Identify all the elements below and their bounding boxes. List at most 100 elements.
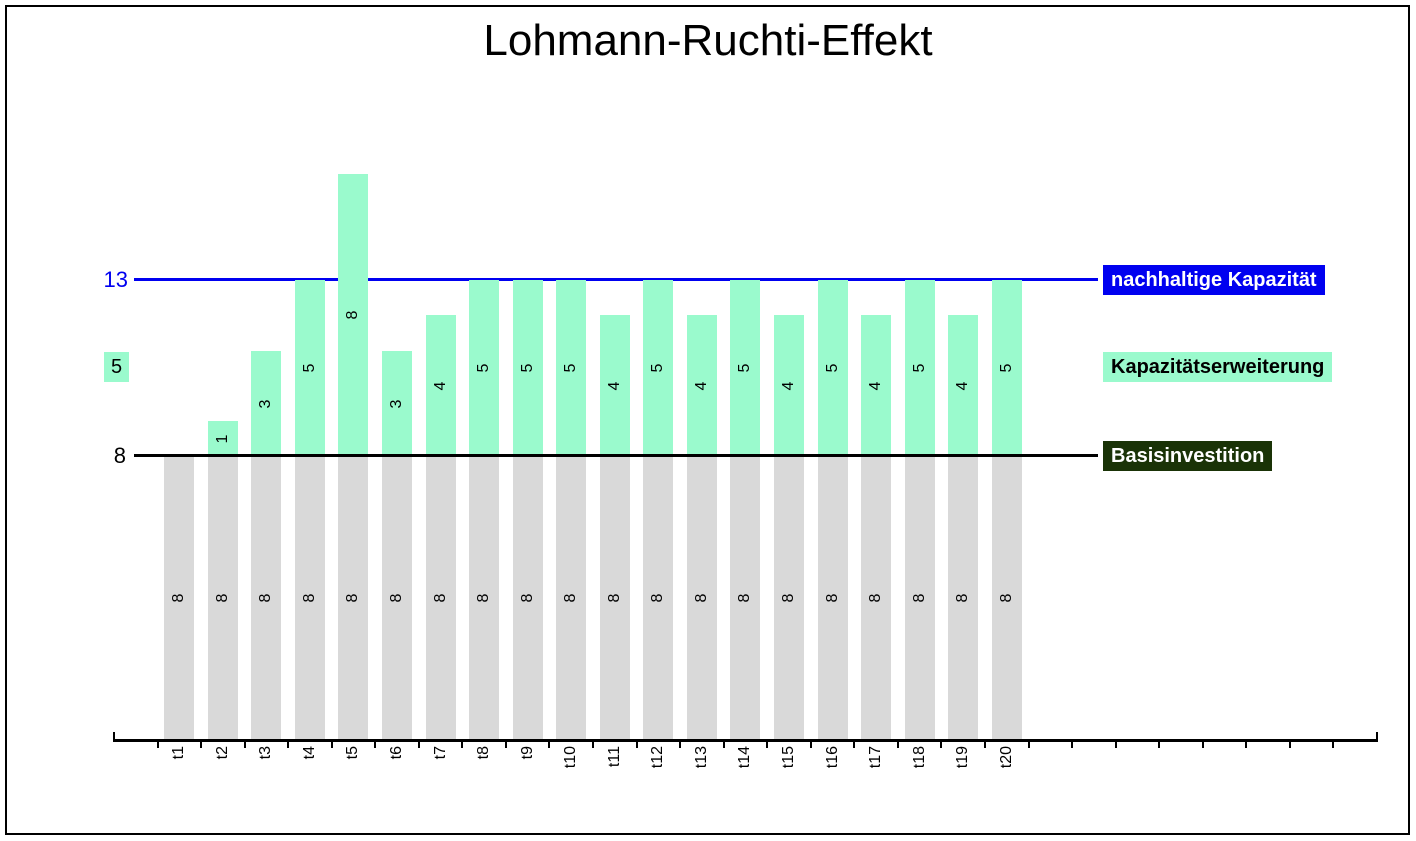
x-axis-label: t13 bbox=[692, 746, 710, 769]
base-bar bbox=[512, 456, 543, 739]
x-axis-tick bbox=[722, 740, 725, 748]
expansion-bar bbox=[904, 279, 935, 457]
expansion-bar bbox=[382, 350, 413, 457]
expansion-bar-label: 4 bbox=[954, 381, 972, 391]
x-axis-line bbox=[113, 739, 1378, 742]
chart-border bbox=[5, 5, 1410, 835]
x-axis-label: t12 bbox=[649, 746, 667, 769]
expansion-bar bbox=[556, 279, 587, 457]
base-bar-label: 8 bbox=[779, 593, 797, 603]
expansion-bar-label: 3 bbox=[257, 399, 275, 409]
chart-title: Lohmann-Ruchti-Effekt bbox=[483, 16, 933, 65]
x-axis-tick bbox=[896, 740, 899, 748]
x-axis-label: t8 bbox=[475, 746, 493, 760]
x-axis-tick bbox=[1332, 740, 1335, 748]
base-bar-label: 8 bbox=[910, 593, 928, 603]
x-axis-label: t14 bbox=[736, 746, 754, 769]
base-bar bbox=[817, 456, 848, 739]
x-axis-label: t15 bbox=[779, 746, 797, 769]
x-axis-tick bbox=[200, 740, 203, 748]
base-bar-label: 8 bbox=[997, 593, 1015, 603]
expansion-bar bbox=[643, 279, 674, 457]
expansion-bar bbox=[817, 279, 848, 457]
base-bar bbox=[338, 456, 369, 739]
expansion-bar bbox=[294, 279, 325, 457]
expansion-bar bbox=[773, 315, 804, 457]
base-bar-label: 8 bbox=[823, 593, 841, 603]
x-axis-tick bbox=[243, 740, 246, 748]
expansion-bar-label: 5 bbox=[823, 363, 841, 373]
x-axis-tick bbox=[809, 740, 812, 748]
x-axis-tick bbox=[330, 740, 333, 748]
x-axis-label: t10 bbox=[562, 746, 580, 769]
base-bar-label: 8 bbox=[388, 593, 406, 603]
x-axis-tick bbox=[940, 740, 943, 748]
expansion-bar-label: 1 bbox=[213, 434, 231, 444]
base-bar bbox=[686, 456, 717, 739]
expansion-bar-label: 4 bbox=[431, 381, 449, 391]
expansion-bar bbox=[861, 315, 892, 457]
x-axis-tick bbox=[983, 740, 986, 748]
x-axis-tick bbox=[1158, 740, 1161, 748]
y-label-sustainable-capacity: 13 bbox=[103, 267, 128, 292]
x-axis-label: t4 bbox=[300, 746, 318, 760]
sustainable-capacity-line bbox=[134, 278, 1098, 281]
base-bar bbox=[730, 456, 761, 739]
base-bar-label: 8 bbox=[605, 593, 623, 603]
expansion-bar bbox=[948, 315, 979, 457]
base-bar bbox=[904, 456, 935, 739]
y-label-base-investment: 8 bbox=[113, 443, 126, 468]
base-bar bbox=[991, 456, 1022, 739]
base-bar-label: 8 bbox=[518, 593, 536, 603]
expansion-bar bbox=[512, 279, 543, 457]
x-axis-label: t11 bbox=[605, 746, 623, 768]
legend-sustainable-capacity: nachhaltige Kapazität bbox=[1103, 265, 1325, 295]
base-bar-label: 8 bbox=[692, 593, 710, 603]
base-bar bbox=[294, 456, 325, 739]
base-bar bbox=[382, 456, 413, 739]
expansion-bar bbox=[469, 279, 500, 457]
x-axis-endcap bbox=[1376, 732, 1378, 740]
legend-base-investment: Basisinvestition bbox=[1103, 441, 1273, 471]
x-axis-label: t9 bbox=[518, 746, 536, 760]
x-axis-tick bbox=[635, 740, 638, 748]
expansion-bar-label: 5 bbox=[649, 363, 667, 373]
expansion-bar bbox=[991, 279, 1022, 457]
base-bar-label: 8 bbox=[649, 593, 667, 603]
x-axis-tick bbox=[1245, 740, 1248, 748]
base-bar-label: 8 bbox=[431, 593, 449, 603]
expansion-bar-label: 5 bbox=[562, 363, 580, 373]
base-bar bbox=[643, 456, 674, 739]
base-bar-label: 8 bbox=[213, 593, 231, 603]
base-bar-label: 8 bbox=[867, 593, 885, 603]
base-bar-label: 8 bbox=[736, 593, 754, 603]
base-bar bbox=[251, 456, 282, 739]
base-bar bbox=[861, 456, 892, 739]
x-axis-tick bbox=[1027, 740, 1030, 748]
expansion-bar-label: 5 bbox=[910, 363, 928, 373]
x-axis-tick bbox=[1201, 740, 1204, 748]
x-axis-tick bbox=[374, 740, 377, 748]
base-bar-label: 8 bbox=[475, 593, 493, 603]
expansion-bar-label: 8 bbox=[344, 310, 362, 320]
x-axis-tick bbox=[766, 740, 769, 748]
expansion-bar-label: 4 bbox=[692, 381, 710, 391]
x-axis-tick bbox=[156, 740, 159, 748]
x-axis-label: t17 bbox=[867, 746, 885, 769]
expansion-bar bbox=[251, 350, 282, 457]
x-axis-tick bbox=[548, 740, 551, 748]
x-axis-label: t18 bbox=[910, 746, 928, 769]
expansion-bar bbox=[338, 173, 369, 457]
x-axis-endcap bbox=[113, 732, 115, 740]
x-axis-label: t7 bbox=[431, 746, 449, 760]
base-bar-label: 8 bbox=[300, 593, 318, 603]
base-bar bbox=[469, 456, 500, 739]
x-axis-tick bbox=[417, 740, 420, 748]
base-investment-line bbox=[134, 454, 1098, 457]
expansion-bar bbox=[599, 315, 630, 457]
expansion-bar-label: 5 bbox=[475, 363, 493, 373]
x-axis-tick bbox=[853, 740, 856, 748]
base-bar bbox=[556, 456, 587, 739]
